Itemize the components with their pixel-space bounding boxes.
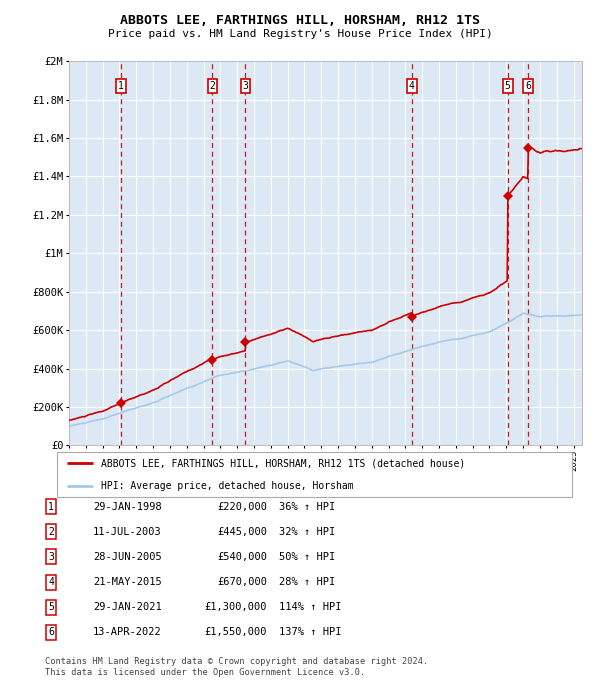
Text: 50% ↑ HPI: 50% ↑ HPI <box>279 552 335 562</box>
Text: 28-JUN-2005: 28-JUN-2005 <box>93 552 162 562</box>
Text: 5: 5 <box>48 602 54 612</box>
Text: 4: 4 <box>409 81 415 91</box>
Text: 36% ↑ HPI: 36% ↑ HPI <box>279 502 335 511</box>
Text: Price paid vs. HM Land Registry's House Price Index (HPI): Price paid vs. HM Land Registry's House … <box>107 29 493 39</box>
Text: 21-MAY-2015: 21-MAY-2015 <box>93 577 162 587</box>
Text: £670,000: £670,000 <box>217 577 267 587</box>
Text: ABBOTS LEE, FARTHINGS HILL, HORSHAM, RH12 1TS (detached house): ABBOTS LEE, FARTHINGS HILL, HORSHAM, RH1… <box>101 458 465 468</box>
Text: 29-JAN-1998: 29-JAN-1998 <box>93 502 162 511</box>
Text: 137% ↑ HPI: 137% ↑ HPI <box>279 628 341 637</box>
FancyBboxPatch shape <box>56 452 572 497</box>
Text: 2: 2 <box>48 527 54 537</box>
Text: 1: 1 <box>48 502 54 511</box>
Text: Contains HM Land Registry data © Crown copyright and database right 2024.
This d: Contains HM Land Registry data © Crown c… <box>45 657 428 677</box>
Text: 29-JAN-2021: 29-JAN-2021 <box>93 602 162 612</box>
Text: 3: 3 <box>242 81 248 91</box>
Text: ABBOTS LEE, FARTHINGS HILL, HORSHAM, RH12 1TS: ABBOTS LEE, FARTHINGS HILL, HORSHAM, RH1… <box>120 14 480 27</box>
Text: 2: 2 <box>209 81 215 91</box>
Text: 28% ↑ HPI: 28% ↑ HPI <box>279 577 335 587</box>
Text: £540,000: £540,000 <box>217 552 267 562</box>
Text: 6: 6 <box>525 81 531 91</box>
Text: 6: 6 <box>48 628 54 637</box>
Text: £220,000: £220,000 <box>217 502 267 511</box>
Text: 13-APR-2022: 13-APR-2022 <box>93 628 162 637</box>
Text: £445,000: £445,000 <box>217 527 267 537</box>
Text: 1: 1 <box>118 81 124 91</box>
Text: 11-JUL-2003: 11-JUL-2003 <box>93 527 162 537</box>
Text: 32% ↑ HPI: 32% ↑ HPI <box>279 527 335 537</box>
Text: 3: 3 <box>48 552 54 562</box>
Text: £1,550,000: £1,550,000 <box>205 628 267 637</box>
Text: HPI: Average price, detached house, Horsham: HPI: Average price, detached house, Hors… <box>101 481 353 491</box>
Text: £1,300,000: £1,300,000 <box>205 602 267 612</box>
Text: 114% ↑ HPI: 114% ↑ HPI <box>279 602 341 612</box>
Text: 4: 4 <box>48 577 54 587</box>
Text: 5: 5 <box>505 81 511 91</box>
